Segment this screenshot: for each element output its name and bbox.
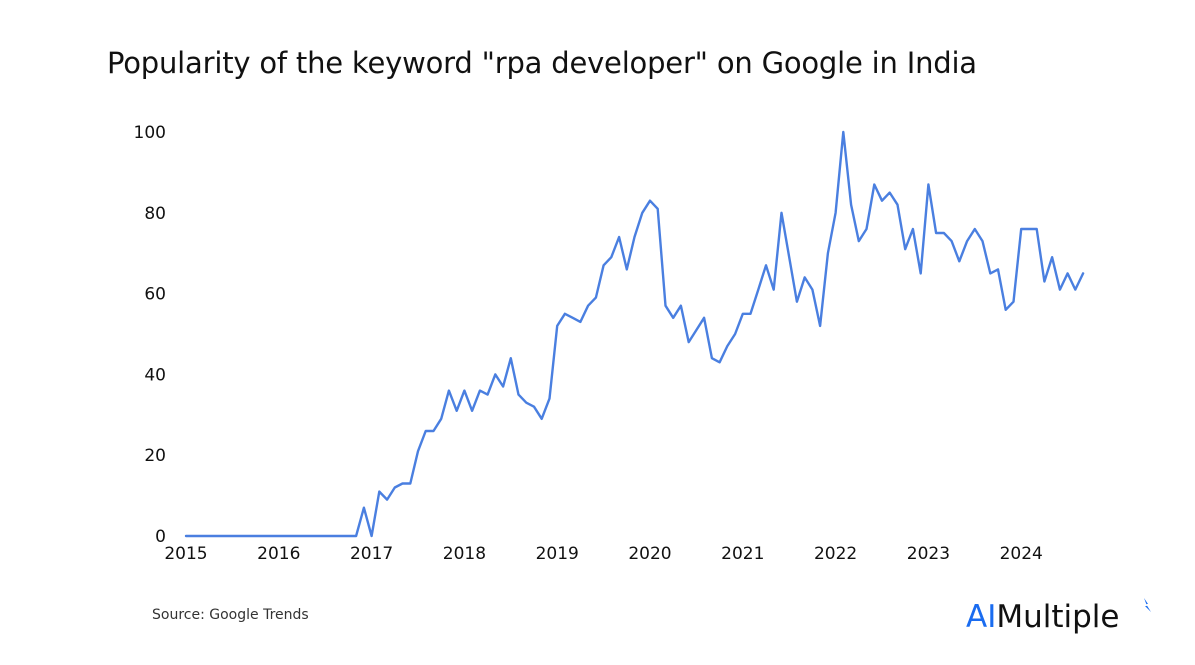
x-axis: 2015 2016 2017 2018 2019 2020 2021 2022 2023 2024 — [164, 544, 1042, 564]
x-tick-label: 2023 — [907, 544, 950, 564]
source-note: Source: Google Trends — [152, 607, 309, 623]
series-line — [184, 130, 1085, 538]
x-tick-label: 2017 — [350, 544, 393, 564]
x-tick-label: 2018 — [443, 544, 486, 564]
logo-ai-text: AI — [966, 599, 997, 635]
x-tick-label: 2024 — [1000, 544, 1043, 564]
aimultiple-logo: AIMultiple — [966, 599, 1120, 635]
y-tick-label: 0 — [155, 527, 166, 547]
x-tick-label: 2019 — [536, 544, 579, 564]
x-tick-label: 2015 — [164, 544, 207, 564]
y-tick-label: 100 — [134, 123, 166, 143]
y-axis: 0 20 40 60 80 100 — [134, 123, 166, 547]
x-tick-label: 2020 — [628, 544, 671, 564]
x-tick-label: 2016 — [257, 544, 300, 564]
y-tick-label: 20 — [144, 446, 166, 466]
chart-title: Popularity of the keyword "rpa developer… — [107, 46, 977, 80]
logo-spark-icon — [1144, 598, 1151, 612]
y-tick-label: 60 — [144, 285, 166, 305]
y-tick-label: 40 — [144, 365, 166, 385]
y-tick-label: 80 — [144, 204, 166, 224]
x-tick-label: 2022 — [814, 544, 857, 564]
logo-multiple-text: Multiple — [996, 599, 1120, 635]
x-tick-label: 2021 — [721, 544, 764, 564]
line-chart: 0 20 40 60 80 100 2015 2016 2017 2018 2019 2020 202… — [134, 123, 1085, 564]
